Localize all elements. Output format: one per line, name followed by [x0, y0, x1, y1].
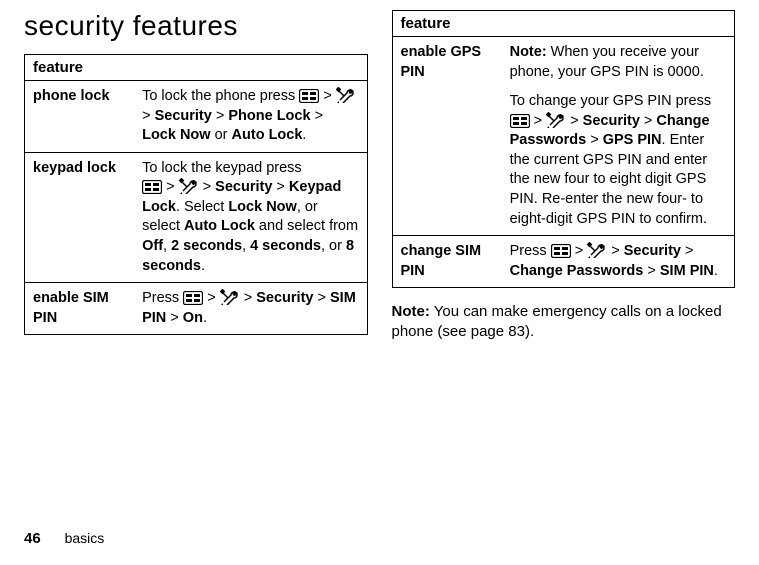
table-row: enable GPS PIN Note: When you receive yo… [392, 37, 735, 236]
features-table-left: feature phone lock To lock the phone pre… [24, 54, 368, 335]
feature-desc: Press > > Security > Change Passwords > … [502, 236, 735, 288]
table-header: feature [392, 11, 735, 37]
menu-icon [299, 89, 319, 103]
feature-name: phone lock [25, 81, 135, 153]
tools-icon [179, 178, 199, 194]
tools-icon [587, 242, 607, 258]
feature-name: change SIM PIN [392, 236, 502, 288]
feature-name: enable GPS PIN [392, 37, 502, 236]
feature-name: keypad lock [25, 152, 135, 282]
menu-icon [551, 244, 571, 258]
feature-desc: Press > > Security > SIM PIN > On. [134, 283, 367, 335]
menu-icon [510, 114, 530, 128]
table-row: change SIM PIN Press > > Security > Chan… [392, 236, 735, 288]
tools-icon [546, 112, 566, 128]
feature-desc: Note: When you receive your phone, your … [502, 37, 735, 236]
page-footer: 46 basics [24, 530, 104, 547]
table-row: keypad lock To lock the keypad press > >… [25, 152, 368, 282]
left-column: security features feature phone lock To … [24, 10, 368, 343]
features-table-right: feature enable GPS PIN Note: When you re… [392, 10, 736, 288]
page-number: 46 [24, 530, 41, 547]
table-row: phone lock To lock the phone press > > S… [25, 81, 368, 153]
tools-icon [220, 289, 240, 305]
feature-name: enable SIM PIN [25, 283, 135, 335]
menu-icon [183, 291, 203, 305]
feature-desc: To lock the phone press > > Security > P… [134, 81, 367, 153]
bottom-note: Note: You can make emergency calls on a … [392, 302, 736, 343]
tools-icon [336, 87, 356, 103]
table-row: enable SIM PIN Press > > Security > SIM … [25, 283, 368, 335]
table-header: feature [25, 55, 368, 81]
section-name: basics [65, 530, 105, 546]
page-title: security features [24, 10, 368, 42]
menu-icon [142, 180, 162, 194]
right-column: feature enable GPS PIN Note: When you re… [392, 10, 736, 343]
feature-desc: To lock the keypad press > > Security > … [134, 152, 367, 282]
